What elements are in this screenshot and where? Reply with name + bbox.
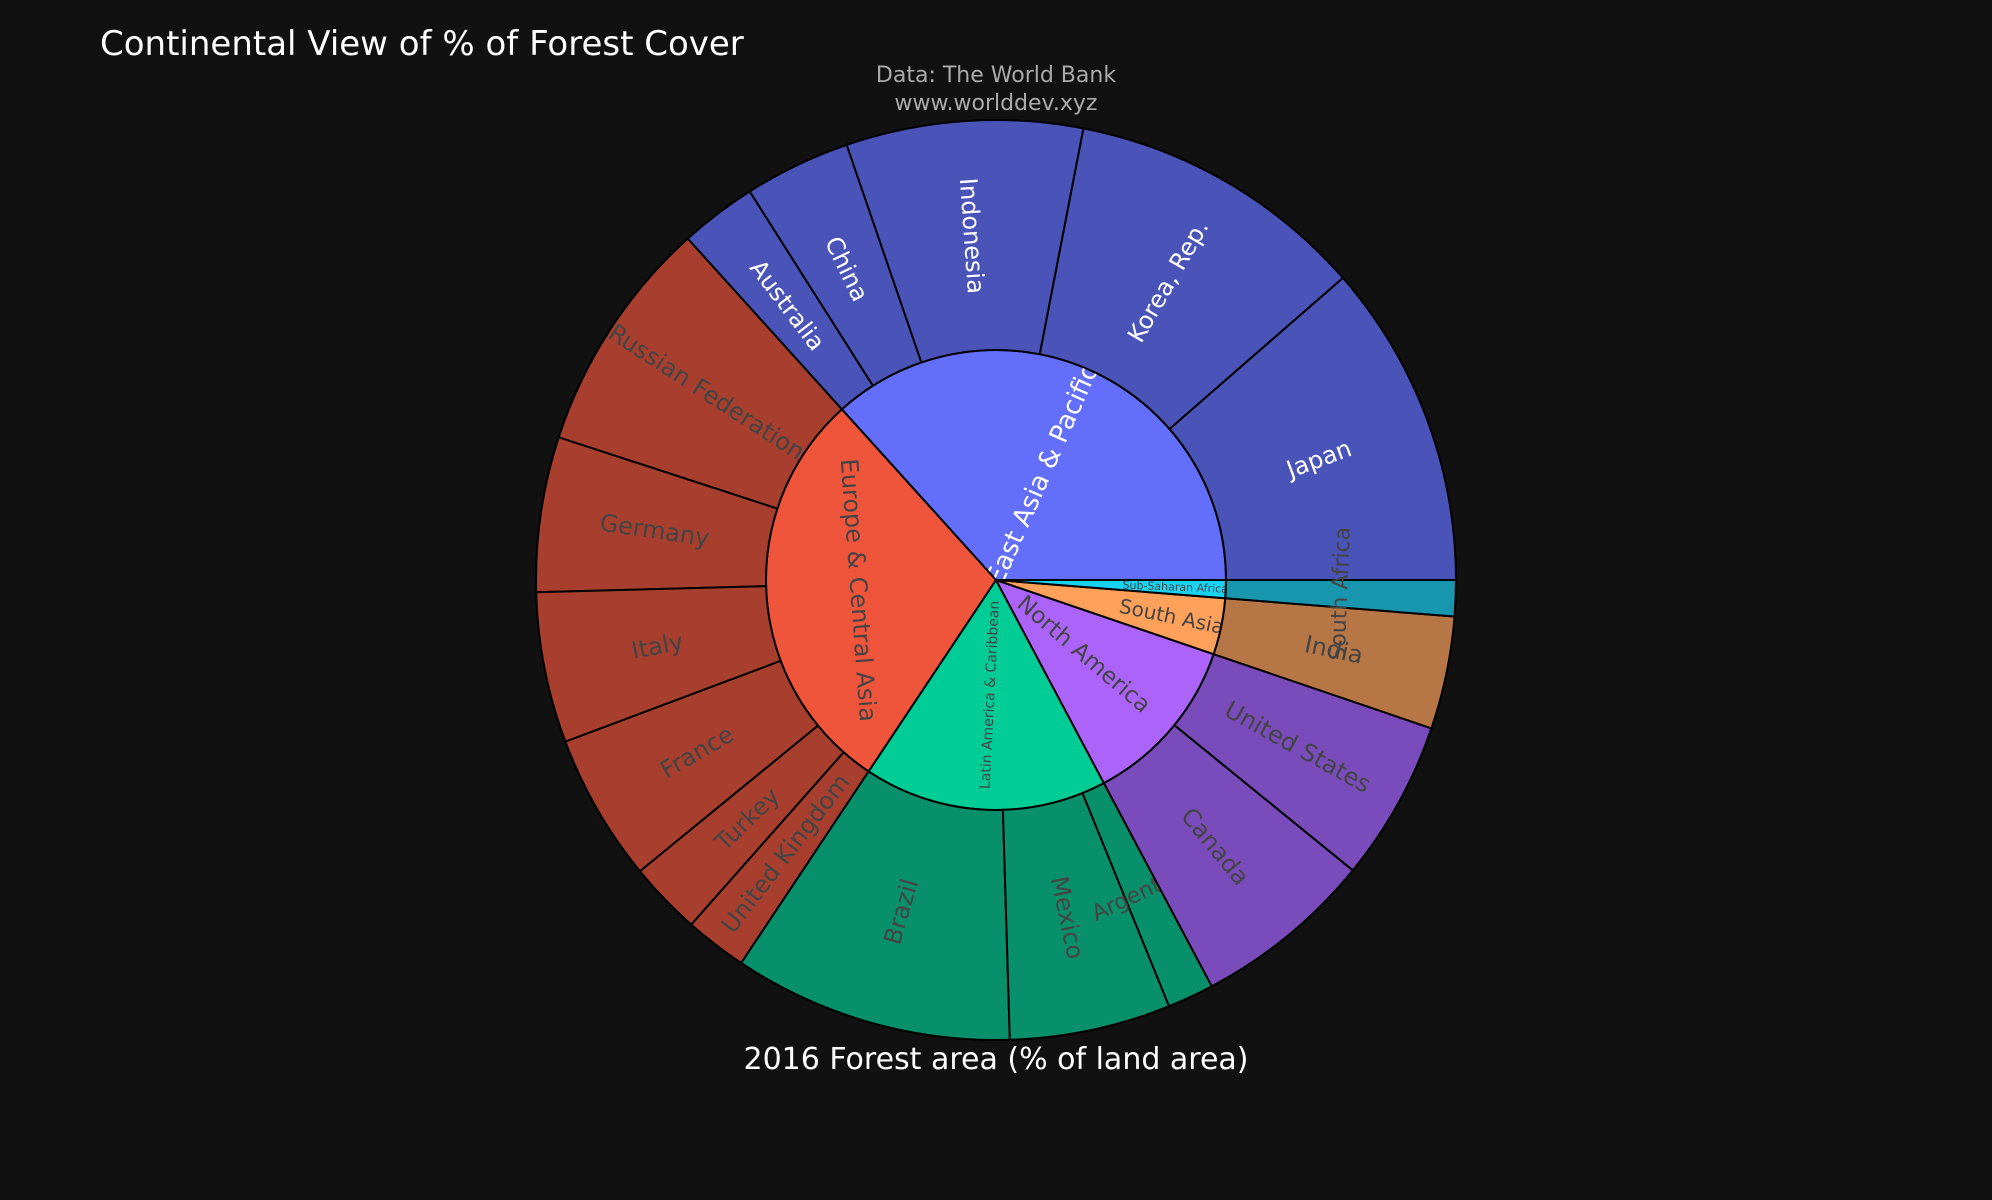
source-note: Data: The World Bank www.worlddev.xyz bbox=[876, 62, 1116, 118]
source-line-1: Data: The World Bank bbox=[875, 63, 1117, 88]
segment-south-africa[interactable] bbox=[1224, 579, 1458, 618]
segment-label-south-africa: South Africa bbox=[1326, 526, 1356, 661]
sector-label-sub-saharan-africa: Sub-Saharan Africa bbox=[1122, 579, 1228, 596]
segment-japan[interactable] bbox=[1168, 276, 1458, 581]
segment-korea-rep[interactable] bbox=[1038, 127, 1345, 431]
x-axis-caption: 2016 Forest area (% of land area) bbox=[743, 1042, 1249, 1077]
chart-title: Continental View of % of Forest Cover bbox=[100, 24, 744, 64]
source-line-2: www.worlddev.xyz bbox=[894, 91, 1098, 116]
